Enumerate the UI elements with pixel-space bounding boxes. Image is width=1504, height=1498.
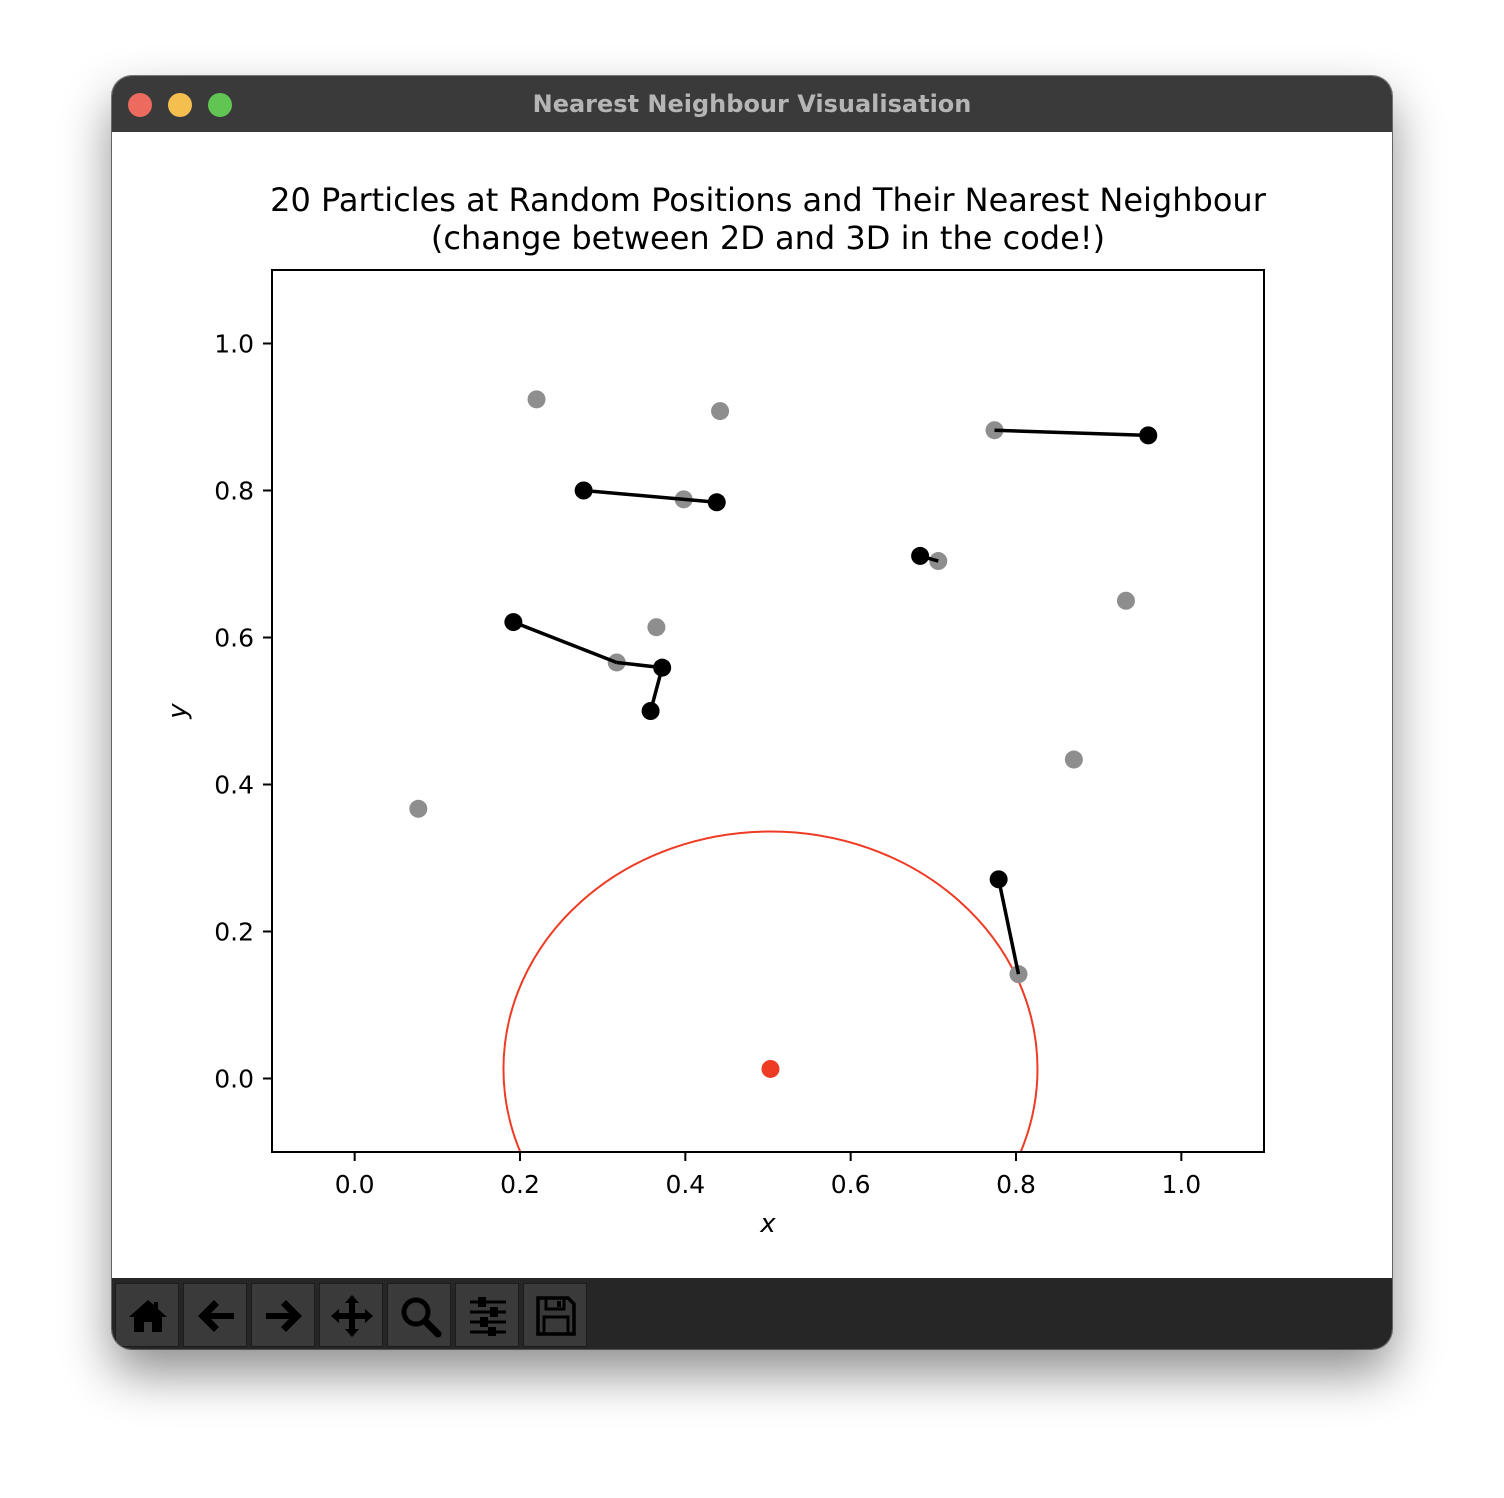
x-tick-label: 0.6 (831, 1170, 871, 1199)
chart-title-line: (change between 2D and 3D in the code!) (431, 219, 1105, 257)
black-particle (574, 481, 593, 500)
chart-title-line: 20 Particles at Random Positions and The… (270, 181, 1267, 219)
black-particle (1139, 426, 1158, 445)
zoom-button[interactable] (387, 1283, 451, 1347)
window-title: Nearest Neighbour Visualisation (532, 90, 972, 118)
zoom-icon (401, 1297, 442, 1338)
x-tick-label: 0.4 (665, 1170, 705, 1199)
grey-particle (711, 402, 730, 421)
forward-arrow-icon (266, 1300, 302, 1332)
plot-layer (409, 390, 1158, 1152)
save-icon (536, 1296, 576, 1336)
black-particle (653, 658, 672, 677)
black-particle (911, 546, 930, 565)
plot-frame (271, 269, 1265, 1153)
y-tick-label: 1.0 (214, 330, 254, 359)
save-button[interactable] (523, 1283, 587, 1347)
pan-button[interactable] (319, 1283, 383, 1347)
x-tick-label: 0.8 (996, 1170, 1036, 1199)
home-icon (129, 1300, 167, 1332)
scatter-chart: 20 Particles at Random Positions and The… (163, 181, 1267, 1239)
y-tick-label: 0.0 (214, 1065, 254, 1094)
red-particle (761, 1059, 780, 1078)
configure-subplots-button[interactable] (455, 1283, 519, 1347)
neighbour-link (994, 428, 1149, 438)
close-window-button[interactable] (128, 93, 152, 117)
black-particle (641, 702, 660, 720)
y-axis-label: y (163, 703, 193, 720)
figure-canvas: 20 Particles at Random Positions and The… (112, 132, 1392, 1278)
x-axis-label: x (759, 1209, 776, 1239)
sliders-icon (470, 1297, 506, 1336)
minimize-window-button[interactable] (168, 93, 192, 117)
grey-particle (1064, 750, 1083, 769)
range-circle (502, 830, 1039, 1152)
app-window: Nearest Neighbour Visualisation 20 Parti… (112, 76, 1392, 1349)
grey-particle (409, 799, 428, 818)
pan-icon (331, 1295, 373, 1337)
maximize-window-button[interactable] (208, 93, 232, 117)
y-tick-label: 0.8 (214, 477, 254, 506)
x-tick-label: 0.2 (500, 1170, 540, 1199)
back-arrow-icon (198, 1300, 234, 1332)
home-button[interactable] (115, 1283, 179, 1347)
black-particle (989, 870, 1008, 889)
x-tick-label: 1.0 (1161, 1170, 1201, 1199)
y-tick-label: 0.4 (214, 771, 254, 800)
back-button[interactable] (183, 1283, 247, 1347)
neighbour-link (512, 620, 618, 665)
title-bar: Nearest Neighbour Visualisation (112, 76, 1392, 133)
forward-button[interactable] (251, 1283, 315, 1347)
black-particle (504, 613, 523, 632)
neighbour-link (996, 878, 1021, 975)
grey-particle (527, 390, 546, 409)
navigation-toolbar (112, 1278, 1392, 1349)
neighbour-link (583, 488, 717, 505)
grey-particle (647, 618, 666, 637)
grey-particle (1116, 591, 1135, 610)
y-tick-label: 0.2 (214, 918, 254, 947)
y-tick-label: 0.6 (214, 624, 254, 653)
black-particle (707, 493, 726, 512)
x-tick-label: 0.0 (335, 1170, 375, 1199)
